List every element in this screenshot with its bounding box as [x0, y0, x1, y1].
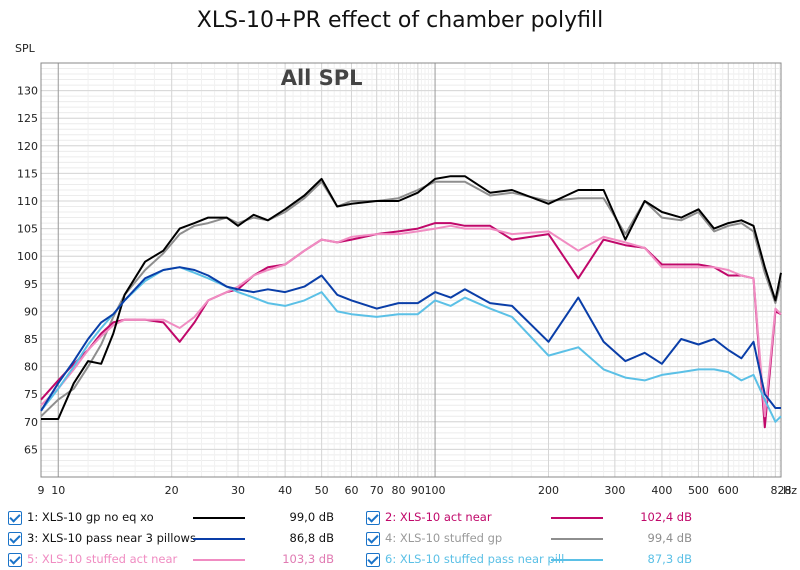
series-checkbox[interactable] [8, 511, 22, 525]
x-tick-label: 90 [411, 484, 425, 497]
chart-title: XLS-10+PR effect of chamber polyfill [196, 8, 604, 33]
frequency-response-plot: 65 70 75 80 85 90 95 100 105 110 115 120 125 130 9 10 2… [15, 42, 797, 497]
legend-value: 99,4 dB [647, 531, 692, 545]
legend: 1: XLS-10 gp no eq xo 99,0 dB 2: XLS-10 ac… [0, 505, 800, 570]
y-axis-label: SPL [15, 42, 36, 55]
legend-value: 99,0 dB [289, 510, 334, 524]
legend-value: 86,8 dB [289, 531, 334, 545]
x-tick-label: 70 [370, 484, 384, 497]
legend-swatch [193, 559, 245, 561]
legend-value: 87,3 dB [647, 552, 692, 566]
legend-label: 1: XLS-10 gp no eq xo [27, 510, 154, 524]
grid-minor [41, 62, 781, 478]
grid-major [41, 63, 781, 477]
legend-swatch [551, 538, 603, 540]
y-tick-label: 75 [24, 388, 38, 401]
legend-swatch [551, 517, 603, 519]
x-tick-label: 828 [771, 484, 792, 497]
x-tick-label: 200 [538, 484, 559, 497]
series-line-6 [40, 266, 782, 423]
legend-item-5[interactable]: 5: XLS-10 stuffed act near 103,3 dB [8, 552, 338, 570]
y-tick-label: 65 [24, 443, 38, 456]
y-tick-label: 130 [17, 85, 38, 98]
legend-label: 5: XLS-10 stuffed act near [27, 552, 178, 566]
y-tick-label: 80 [24, 361, 38, 374]
y-tick-label: 90 [24, 305, 38, 318]
y-tick-label: 120 [17, 140, 38, 153]
y-tick-label: 95 [24, 278, 38, 291]
y-tick-label: 115 [17, 167, 38, 180]
x-tick-label: 300 [604, 484, 625, 497]
legend-item-4[interactable]: 4: XLS-10 stuffed gp 99,4 dB [366, 531, 696, 549]
legend-label: 4: XLS-10 stuffed gp [385, 531, 503, 545]
plot-frame [40, 62, 782, 478]
series-checkbox[interactable] [366, 553, 380, 567]
series-line-4 [40, 180, 782, 418]
y-tick-label: 125 [17, 112, 38, 125]
legend-item-6[interactable]: 6: XLS-10 stuffed pass near pill 87,3 dB [366, 552, 696, 570]
y-tick-label: 100 [17, 250, 38, 263]
x-tick-label: 600 [718, 484, 739, 497]
legend-label: 3: XLS-10 pass near 3 pillows [27, 531, 196, 545]
legend-swatch [193, 517, 245, 519]
series-checkbox[interactable] [366, 511, 380, 525]
series-line-5 [40, 224, 782, 418]
legend-label: 2: XLS-10 act near [385, 510, 492, 524]
series-lines [40, 175, 782, 429]
x-tick-label: 60 [344, 484, 358, 497]
y-tick-labels: 65 70 75 80 85 90 95 100 105 110 115 120 125 130 [17, 85, 38, 457]
legend-item-3[interactable]: 3: XLS-10 pass near 3 pillows 86,8 dB [8, 531, 338, 549]
series-line-1 [41, 175, 782, 420]
legend-value: 102,4 dB [640, 510, 692, 524]
x-tick-label: 50 [315, 484, 329, 497]
legend-item-1[interactable]: 1: XLS-10 gp no eq xo 99,0 dB [8, 510, 338, 528]
legend-label: 6: XLS-10 stuffed pass near pill [385, 552, 565, 566]
x-tick-label: 20 [165, 484, 179, 497]
y-tick-label: 110 [17, 195, 38, 208]
legend-swatch [193, 538, 245, 540]
x-tick-label: 400 [651, 484, 672, 497]
series-checkbox[interactable] [8, 532, 22, 546]
x-tick-label: 80 [392, 484, 406, 497]
series-checkbox[interactable] [8, 553, 22, 567]
x-tick-label: 500 [688, 484, 709, 497]
x-axis-unit: Hz [783, 484, 797, 497]
x-tick-label: 30 [231, 484, 245, 497]
series-line-3 [40, 266, 781, 412]
x-tick-labels: 9 10 20 30 40 50 60 70 80 90 100 200 300 400 500 600 828 [38, 484, 792, 497]
all-spl-annotation: All SPL [281, 66, 363, 90]
x-tick-label: 9 [38, 484, 45, 497]
legend-swatch [551, 559, 603, 561]
legend-value: 103,3 dB [282, 552, 334, 566]
y-tick-label: 70 [24, 416, 38, 429]
series-checkbox[interactable] [366, 532, 380, 546]
x-tick-label: 40 [278, 484, 292, 497]
x-tick-label: 100 [425, 484, 446, 497]
legend-item-2[interactable]: 2: XLS-10 act near 102,4 dB [366, 510, 696, 528]
y-tick-label: 85 [24, 333, 38, 346]
x-tick-label: 10 [51, 484, 65, 497]
y-tick-label: 105 [17, 223, 38, 236]
